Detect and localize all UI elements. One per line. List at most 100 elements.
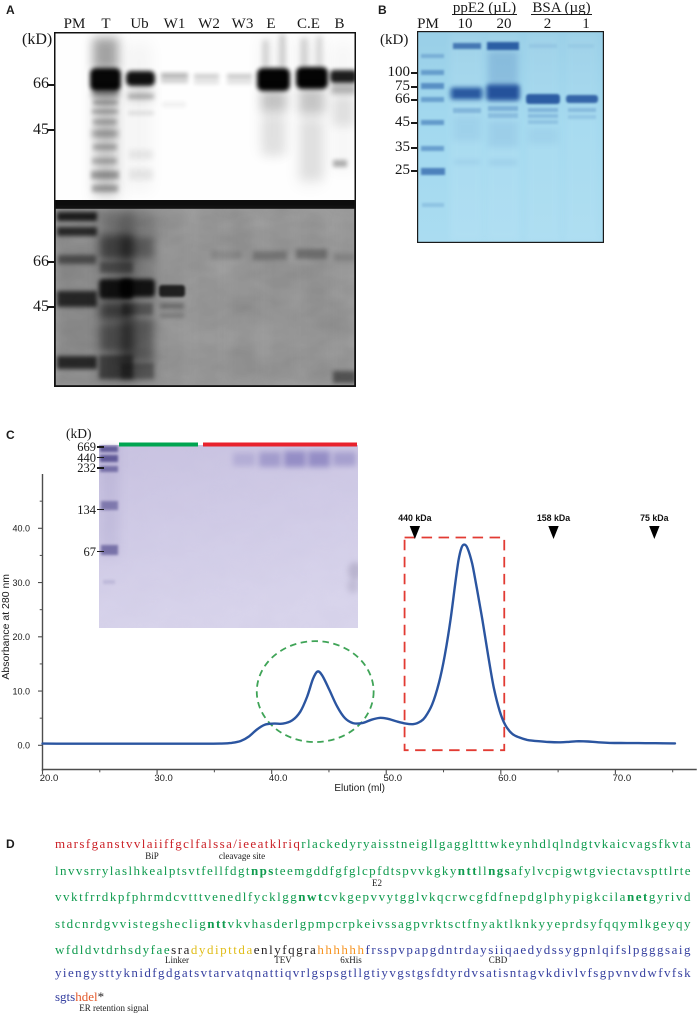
panel-a-lane-label-w1: W1 xyxy=(163,16,186,32)
sequence-annotation-6xhis: 6xHis xyxy=(340,954,362,965)
x-tick-label: 70.0 xyxy=(613,773,632,784)
sequence-annotation-e2: E2 xyxy=(372,877,382,888)
x-axis-title: Elution (ml) xyxy=(334,783,385,794)
panel-b-lane-2: 2 xyxy=(543,15,552,32)
panel-a-top-tick-66 xyxy=(47,83,55,86)
panel-b-tick-100 xyxy=(411,72,418,74)
inset-marker-232: 232 xyxy=(77,461,96,475)
inset-marker-440: 440 xyxy=(77,450,96,465)
panel-a-lane-label-e: E xyxy=(266,16,276,32)
panel-a-lane-label-w3: W3 xyxy=(231,16,254,32)
inset-marker-134: 134 xyxy=(77,502,96,517)
inset-marker-669: 669 xyxy=(77,440,96,454)
panel-b-tick-35 xyxy=(411,147,418,149)
y-axis-title: Absorbance at 280 nm xyxy=(0,574,12,680)
sequence-line-7: sgtshdel* xyxy=(55,988,692,1004)
sequence-segment-black: * xyxy=(97,988,105,1004)
x-tick-label: 40.0 xyxy=(269,773,288,784)
sequence-segment-yellow: dydipttda xyxy=(190,941,254,957)
y-tick-label: 40.0 xyxy=(12,524,30,534)
panel-a-bottom-tick-66 xyxy=(47,261,55,263)
panel-a-lane-label-ub: Ub xyxy=(130,16,149,32)
x-tick-label: 50.0 xyxy=(383,773,402,784)
panel-a-letter: A xyxy=(6,3,15,17)
inset-tick-669 xyxy=(97,446,104,448)
sequence-annotation-tev: TEV xyxy=(274,954,292,965)
sequence-annotation-linker: Linker xyxy=(165,954,189,965)
y-tick-label: 30.0 xyxy=(12,578,30,588)
sequence-segment-green: stdcnrdgvvistegsheclig xyxy=(55,915,208,931)
panel-b-marker-66: 66 xyxy=(395,91,410,107)
panel-b-tick-66 xyxy=(411,99,418,101)
red-dashed-selection-box xyxy=(403,536,506,752)
sequence-segment-green: nps xyxy=(250,862,275,878)
panel-b-lane-20: 20 xyxy=(496,15,512,32)
y-tick-label: 10.0 xyxy=(12,686,30,696)
y-tick-label: 20.0 xyxy=(12,632,30,642)
inset-marker-67: 67 xyxy=(83,544,97,559)
panel-a-top-marker-66: 66 xyxy=(33,75,49,92)
panel-b-kd-unit: (kD) xyxy=(380,32,409,48)
inset-tick-67 xyxy=(97,550,104,553)
sequence-segment-green: vvktfrrdkpfphrmdcvtttvenedlfycklgg xyxy=(55,889,299,904)
sequence-line-2: lnvvsrrylaslhkealptsvtfellfdgtnpsteemgdd… xyxy=(55,862,692,878)
inset-tick-440 xyxy=(97,456,104,459)
panel-b-marker-45: 45 xyxy=(395,114,410,130)
panel-b-tick-25 xyxy=(411,170,418,172)
x-tick-label: 20.0 xyxy=(40,773,59,784)
sequence-segment-black: sra xyxy=(171,941,191,957)
sequence-segment-green: afylvcpigwtgviectavspttlrte xyxy=(511,862,692,878)
panel-b-coomassie-gel-image xyxy=(417,31,604,243)
panel-a-lane-label-pm: PM xyxy=(63,16,86,32)
x-tick-label: 60.0 xyxy=(498,773,517,784)
panel-b-marker-100: 100 xyxy=(387,64,411,80)
panel-a-top-marker-45: 45 xyxy=(33,120,49,138)
sequence-segment-green: rlackedyryaisstneigllgaggltttwkeynhdlqln… xyxy=(301,836,693,851)
mw-arrow-158 xyxy=(548,526,559,539)
sequence-segment-orange: hhhhhh xyxy=(317,941,366,957)
panel-a-lane-label-w2: W2 xyxy=(198,16,220,32)
panel-a-kd-unit: (kD) xyxy=(22,31,53,48)
sequence-segment-hdel: hdel xyxy=(75,988,98,1004)
sequence-annotation-cleavage-site: cleavage site xyxy=(218,850,266,861)
panel-b-tick-45 xyxy=(411,122,418,124)
mw-arrow-label: 158 kDa xyxy=(537,513,570,523)
sequence-segment-green: teemgddfgfglcpfdtspvvkgky xyxy=(274,862,458,878)
mw-arrow-label: 75 kDa xyxy=(640,513,668,523)
panel-a-lane-label-t: T xyxy=(101,16,111,32)
panel-b-group-ppe2-label: ppE2 (µL) xyxy=(452,0,517,16)
panel-a-lane-label-ce: C.E xyxy=(297,16,320,32)
sequence-line-6: yiengysttyknidfgdgatsvtarvatqnattiqvrlgs… xyxy=(55,966,692,980)
sequence-line-3: vvktfrrdkpfphrmdcvtttvenedlfycklggnwtcvk… xyxy=(55,890,692,904)
sequence-segment-green: lnvvsrrylaslhkealptsvtfellfdgt xyxy=(55,862,251,878)
sequence-segment-red: marsfganstvvlaiiffgclfalssa/ieeatklriq xyxy=(55,836,302,851)
sequence-annotation-bip: BiP xyxy=(145,850,159,861)
sequence-segment-green: gyrivd xyxy=(648,889,692,904)
panel-a-lane-label-b: B xyxy=(334,16,345,32)
panel-b-marker-35: 35 xyxy=(395,139,410,155)
sequence-annotation-cbd: CBD xyxy=(488,954,508,965)
sequence-line-4: stdcnrdgvvistegsheclignttvkvhasderlgpmpc… xyxy=(55,915,692,931)
panel-b-group-ppe2-underline xyxy=(452,14,517,16)
x-tick-label: 30.0 xyxy=(154,773,173,784)
panel-c-inset-kd-unit: (kD) xyxy=(66,426,92,441)
panel-b-marker-25: 25 xyxy=(395,162,410,178)
panel-b-tick-75 xyxy=(411,86,418,88)
panel-b-group-bsa-underline xyxy=(531,14,592,16)
y-tick-label: 0.0 xyxy=(17,741,30,751)
panel-a-bottom-tick-45 xyxy=(47,306,55,308)
sequence-segment-green: ngs xyxy=(488,862,512,878)
panel-b-lane-1: 1 xyxy=(582,15,590,32)
sequence-segment-green: nwt xyxy=(298,889,324,904)
inset-tick-134 xyxy=(97,508,104,511)
panel-a-bottom-marker-45: 45 xyxy=(33,297,49,315)
panel-b-lane-10: 10 xyxy=(457,15,473,32)
panel-c-letter: C xyxy=(6,428,15,442)
panel-d-letter: D xyxy=(6,837,15,851)
sequence-segment-green: ll xyxy=(477,862,489,878)
sequence-segment-green: cvkgepvvytgglvkqcrwcgfdfnepdglphypigkcil… xyxy=(323,889,627,904)
mw-arrow-440 xyxy=(409,526,421,539)
mw-arrow-label: 440 kDa xyxy=(398,513,431,523)
panel-a-bottom-marker-66: 66 xyxy=(33,252,49,270)
